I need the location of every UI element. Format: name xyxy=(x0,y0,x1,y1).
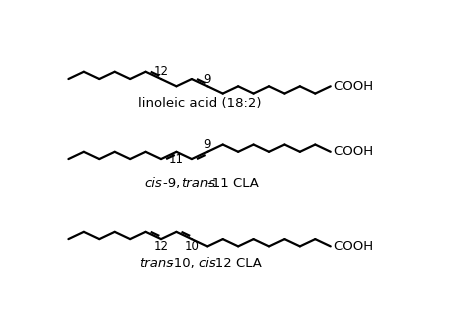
Text: trans: trans xyxy=(182,177,216,190)
Text: 11: 11 xyxy=(169,152,184,166)
Text: 9: 9 xyxy=(203,138,211,151)
Text: -12 CLA: -12 CLA xyxy=(210,257,262,270)
Text: trans: trans xyxy=(139,257,173,270)
Text: 12: 12 xyxy=(154,240,168,253)
Text: -10,: -10, xyxy=(169,257,199,270)
Text: COOH: COOH xyxy=(333,145,373,158)
Text: COOH: COOH xyxy=(333,240,373,253)
Text: -9,: -9, xyxy=(163,177,184,190)
Text: cis: cis xyxy=(198,257,216,270)
Text: COOH: COOH xyxy=(333,80,373,93)
Text: 9: 9 xyxy=(203,72,211,86)
Text: 10: 10 xyxy=(184,240,199,253)
Text: 12: 12 xyxy=(154,65,168,78)
Text: cis: cis xyxy=(145,177,163,190)
Text: linoleic acid (18:2): linoleic acid (18:2) xyxy=(138,97,261,110)
Text: -11 CLA: -11 CLA xyxy=(207,177,259,190)
